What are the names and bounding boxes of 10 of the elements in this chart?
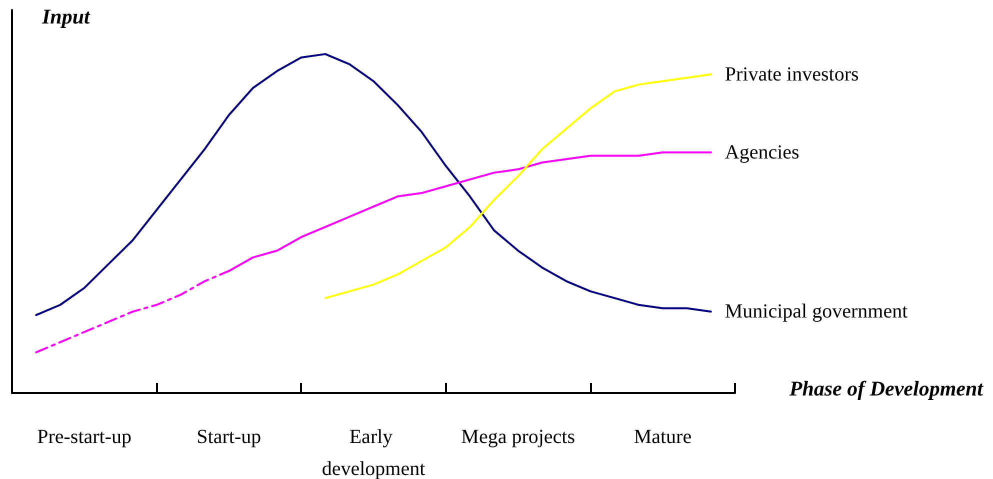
x-tick-label: Pre-start-up bbox=[37, 426, 132, 448]
x-axis-title: Phase of Development bbox=[788, 376, 984, 400]
series-label: Municipal government bbox=[724, 300, 908, 323]
x-tick-label: Mature bbox=[634, 426, 692, 448]
x-tick-label: Start-up bbox=[196, 426, 262, 448]
series-label: Agencies bbox=[724, 141, 800, 164]
y-axis-title: Input bbox=[41, 4, 92, 28]
series-label: Private investors bbox=[724, 63, 859, 86]
x-tick-label: Mega projects bbox=[461, 426, 576, 448]
x-tick-label: Early development bbox=[322, 426, 426, 479]
